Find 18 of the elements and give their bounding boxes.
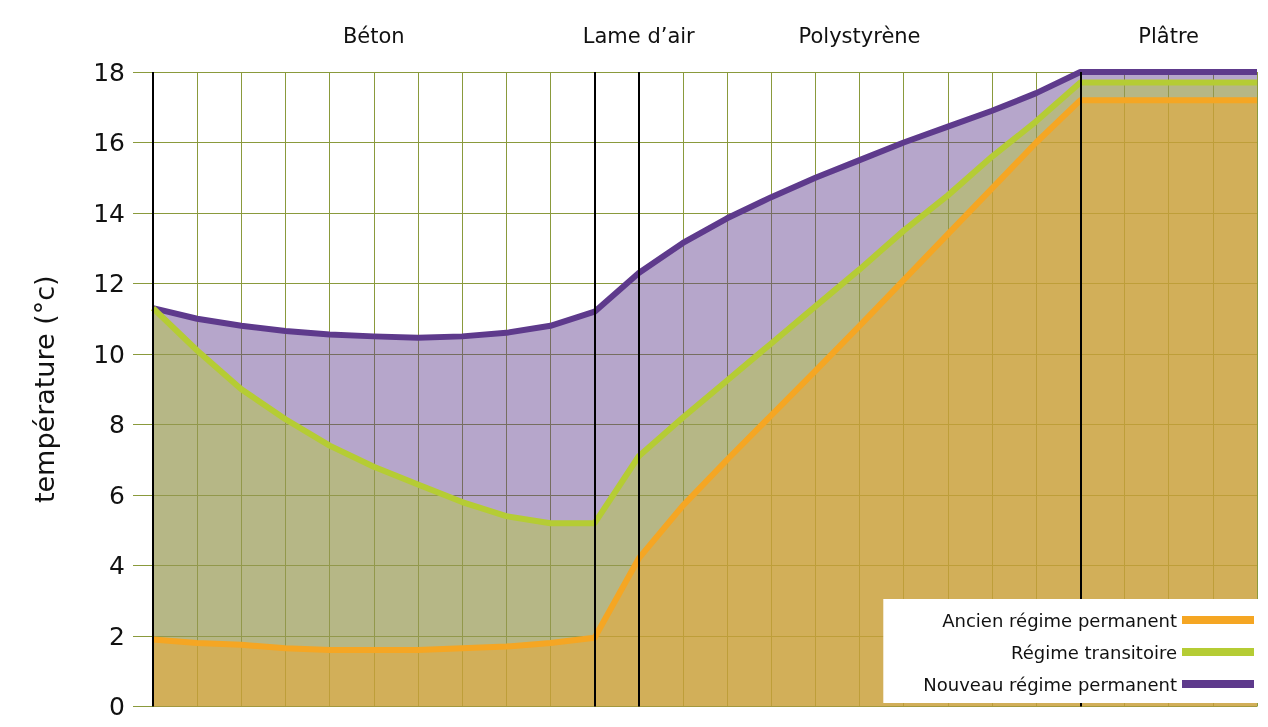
text: Polystyrène (798, 24, 921, 48)
text: Lame d’air (582, 24, 696, 48)
text: Béton (342, 24, 405, 48)
text: Plâtre (1138, 24, 1200, 48)
y-tick-label: 8 (109, 410, 125, 439)
y-tick-label: 18 (93, 57, 125, 87)
legend-label: Nouveau régime permanent (923, 673, 1177, 695)
y-tick-label: 14 (93, 198, 125, 228)
y-axis-title: température (°c) (29, 275, 60, 504)
y-tick-label: 12 (93, 269, 125, 298)
y-tick-label: 10 (93, 339, 125, 369)
y-tick-label: 6 (109, 480, 125, 510)
y-tick-label: 16 (93, 128, 125, 157)
y-tick-label: 4 (109, 551, 125, 580)
y-tick-label: 0 (109, 692, 125, 721)
legend-label: Ancien régime permanent (942, 609, 1177, 631)
y-tick-label: 2 (109, 621, 125, 651)
legend-label: Régime transitoire (1011, 641, 1177, 663)
